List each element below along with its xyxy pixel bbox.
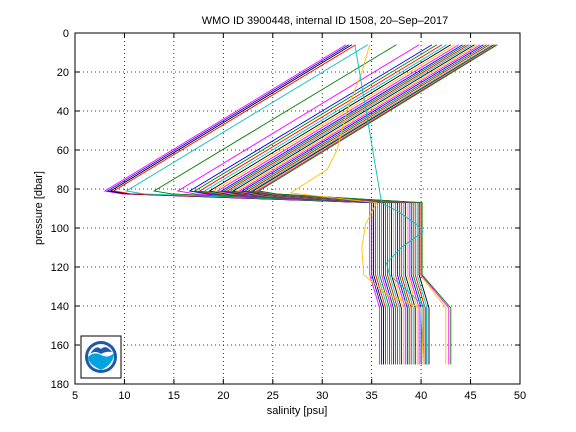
profile-lines (103, 44, 498, 365)
x-tick-label: 40 (415, 390, 427, 402)
y-tick-label: 160 (51, 340, 69, 352)
y-tick-label: 20 (57, 67, 69, 79)
noaa-logo (80, 335, 122, 379)
x-tick-label: 50 (514, 390, 526, 402)
y-axis-label: pressure [dbar] (33, 171, 45, 245)
y-tick-label: 40 (57, 106, 69, 118)
y-tick-label: 180 (51, 379, 69, 391)
plot-frame (74, 32, 521, 385)
x-tick-label: 25 (267, 390, 279, 402)
profile-line (354, 44, 427, 365)
x-tick-label: 45 (464, 390, 476, 402)
x-tick-label: 15 (168, 390, 180, 402)
x-tick-labels: 5 10 15 20 25 30 35 40 45 50 (72, 390, 526, 402)
y-tick-label: 140 (51, 301, 69, 313)
y-tick-label: 80 (57, 184, 69, 196)
y-tick-label: 100 (51, 223, 69, 235)
x-tick-label: 5 (72, 390, 78, 402)
axis-ticks (74, 32, 521, 385)
y-tick-label: 120 (51, 262, 69, 274)
y-tick-label: 60 (57, 145, 69, 157)
chart-title: WMO ID 3900448, internal ID 1508, 20–Sep… (202, 15, 448, 27)
x-axis-label: salinity [psu] (267, 405, 328, 417)
y-tick-labels: 0 20 40 60 80 100 120 140 160 180 (51, 28, 69, 391)
x-tick-label: 30 (316, 390, 328, 402)
x-tick-label: 20 (217, 390, 229, 402)
x-tick-label: 10 (118, 390, 130, 402)
x-tick-label: 35 (366, 390, 378, 402)
profile-line (289, 44, 424, 365)
profile-line (257, 44, 498, 365)
y-tick-label: 0 (63, 28, 69, 40)
